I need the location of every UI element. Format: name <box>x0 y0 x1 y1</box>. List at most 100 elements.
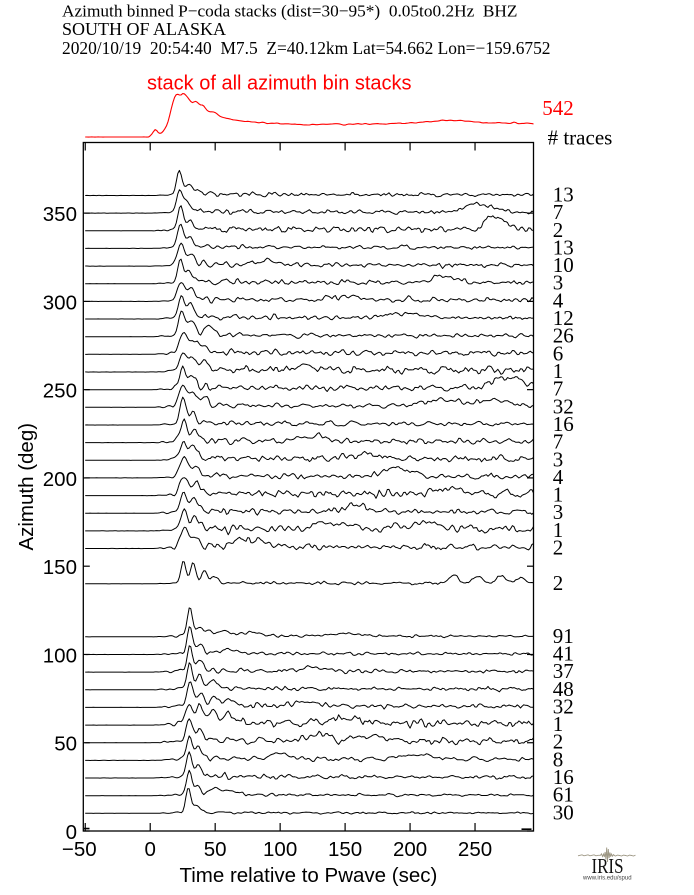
waveform-trace-az180 <box>85 491 534 516</box>
title-line-3: 2020/10/19 20:54:40 M7.5 Z=40.12km Lat=5… <box>62 38 550 58</box>
waveform-trace-az240 <box>85 384 534 409</box>
trace-count-label: 1 <box>553 518 564 542</box>
waveform-trace-az260 <box>85 352 534 375</box>
waveform-trace-az230 <box>85 396 534 427</box>
trace-count-label: 3 <box>553 500 564 524</box>
waveform-trace-az60 <box>85 703 534 729</box>
waveform-trace-az320 <box>85 242 534 269</box>
figure-header: Azimuth binned P−coda stacks (dist=30−95… <box>62 1 550 58</box>
trace-count-label: 48 <box>553 677 574 701</box>
y-axis-title: Azimuth (deg) <box>15 423 38 551</box>
iris-logo-url: www.iris.edu/spud <box>582 874 632 881</box>
iris-logo-wiggle-icon <box>577 847 636 863</box>
stack-of-stacks-panel: stack of all azimuth bin stacks 542 <box>85 72 574 138</box>
iris-logo: IRIS www.iris.edu/spud <box>577 847 636 881</box>
trace-count-label: 10 <box>553 253 574 277</box>
trace-count-label: 7 <box>553 430 564 454</box>
x-axis-title: Time relative to Pwave (sec) <box>179 864 437 887</box>
waveform-trace-az10 <box>85 788 534 815</box>
waveform-trace-az90 <box>85 645 534 675</box>
y-tick-label: 50 <box>54 733 77 756</box>
waveform-trace-az50 <box>85 718 534 746</box>
waveform-trace-az160 <box>85 526 534 551</box>
trace-count-label: 26 <box>553 324 574 348</box>
title-line-2: SOUTH OF ALASKA <box>62 19 226 39</box>
trace-count-label: 1 <box>553 483 564 507</box>
trace-count-label: 6 <box>553 341 564 365</box>
waveform-trace-az20 <box>85 769 534 798</box>
trace-count-label: 16 <box>553 412 574 436</box>
y-tick-label: 250 <box>43 380 77 403</box>
waveform-trace-az290 <box>85 295 534 321</box>
trace-count-label: 12 <box>553 306 574 330</box>
trace-count-label: 13 <box>553 182 574 206</box>
waveform-trace-az220 <box>85 418 534 445</box>
x-tick-label: 50 <box>204 838 227 861</box>
x-tick-label: 250 <box>458 838 492 861</box>
waveform-trace-az170 <box>85 508 534 536</box>
x-tick-label: 200 <box>393 838 427 861</box>
y-tick-label: 0 <box>66 821 77 844</box>
y-tick-label: 200 <box>43 468 77 491</box>
trace-count-label: 1 <box>553 359 564 383</box>
trace-count-labels: 1372131034122661732167341312291413748321… <box>553 182 574 824</box>
waveform-trace-az40 <box>85 735 534 763</box>
trace-count-label: 91 <box>553 624 574 648</box>
x-tick-label: 150 <box>328 838 362 861</box>
y-tick-label: 300 <box>43 291 77 314</box>
waveform-trace-az340 <box>85 205 534 234</box>
trace-count-label: 2 <box>553 571 564 595</box>
waveform-trace-az270 <box>85 332 534 357</box>
trace-count-label: 61 <box>553 783 574 807</box>
waveform-traces <box>85 169 534 815</box>
x-tick-label: 100 <box>263 838 297 861</box>
waveform-trace-az250 <box>85 365 534 392</box>
waveform-trace-az200 <box>85 456 534 480</box>
corner-marks <box>84 827 532 830</box>
x-tick-labels: −50 0 50 100 150 200 250 <box>62 838 492 861</box>
trace-count-label: 7 <box>553 377 564 401</box>
trace-count-label: 32 <box>553 394 574 418</box>
count-column-header: # traces <box>548 126 613 150</box>
stack-label: stack of all azimuth bin stacks <box>147 72 412 94</box>
trace-count-label: 3 <box>553 271 564 295</box>
trace-count-label: 3 <box>553 447 564 471</box>
waveform-trace-az30 <box>85 751 534 780</box>
waveform-trace-az210 <box>85 441 534 463</box>
y-tick-label: 100 <box>43 644 77 667</box>
plot-box <box>82 141 535 832</box>
waveform-trace-az330 <box>85 223 534 250</box>
waveform-trace-az350 <box>85 189 534 215</box>
stack-trace-waveform <box>85 93 534 138</box>
waveform-trace-az80 <box>85 662 534 693</box>
waveform-trace-az140 <box>85 561 534 586</box>
y-tick-label: 150 <box>43 556 77 579</box>
waveform-plot: −50 0 50 100 150 200 250 050100150200250300350… <box>15 141 574 887</box>
y-tick-labels: 0 50 100 150 200 250 300 350 <box>43 203 77 844</box>
trace-count-label: 4 <box>553 288 564 312</box>
waveform-trace-az100 <box>85 626 534 656</box>
x-tick-label: −50 <box>62 838 97 861</box>
stack-total-count: 542 <box>542 96 574 120</box>
waveform-trace-az360 <box>85 169 534 198</box>
waveform-trace-az310 <box>85 258 534 286</box>
title-line-1: Azimuth binned P−coda stacks (dist=30−95… <box>62 1 517 20</box>
trace-count-label: 2 <box>553 218 564 242</box>
trace-count-label: 30 <box>553 800 574 824</box>
waveform-trace-az190 <box>85 477 534 499</box>
trace-count-label: 2 <box>553 536 564 560</box>
x-tick-label: 0 <box>145 838 156 861</box>
waveform-trace-az110 <box>85 607 534 639</box>
trace-count-label: 2 <box>553 730 564 754</box>
trace-count-label: 4 <box>553 465 564 489</box>
trace-count-label: 41 <box>553 641 574 665</box>
trace-count-label: 1 <box>553 712 564 736</box>
trace-count-label: 37 <box>553 659 574 683</box>
waveform-trace-az70 <box>85 681 534 710</box>
waveform-trace-az300 <box>85 282 534 304</box>
trace-count-label: 32 <box>553 694 574 718</box>
trace-count-label: 16 <box>553 765 574 789</box>
